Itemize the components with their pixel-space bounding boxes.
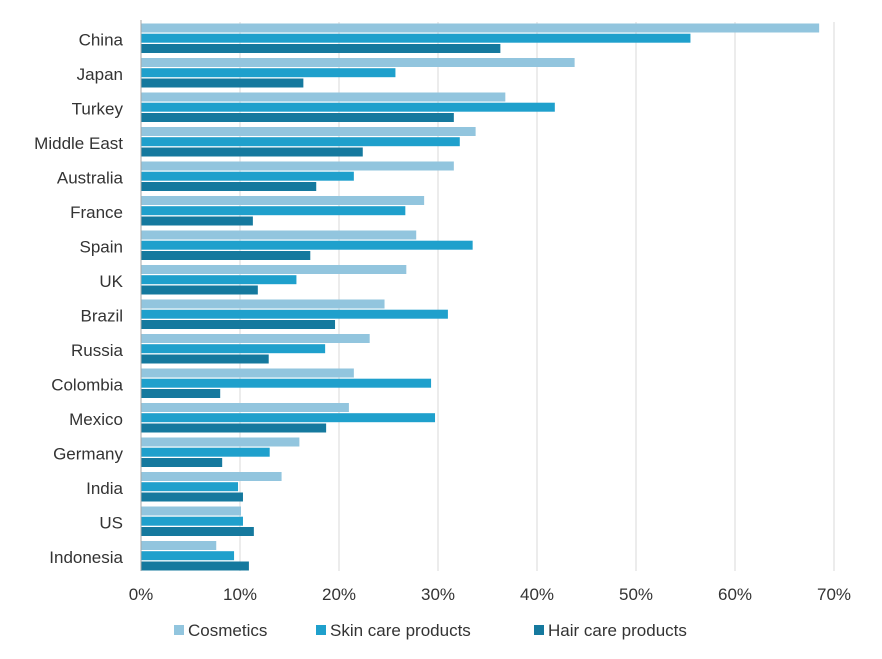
bar-australia-skin-care-products — [141, 171, 354, 181]
x-tick-label: 60% — [718, 585, 752, 604]
bar-germany-cosmetics — [141, 437, 300, 447]
bar-middle-east-cosmetics — [141, 127, 476, 136]
category-label: Colombia — [51, 375, 123, 394]
bar-china-hair-care-products — [141, 44, 501, 53]
bar-china-cosmetics — [141, 23, 820, 33]
legend-label: Cosmetics — [188, 621, 267, 640]
bar-france-cosmetics — [141, 196, 425, 205]
bar-japan-cosmetics — [141, 58, 575, 67]
category-label: France — [70, 203, 123, 222]
bar-germany-skin-care-products — [141, 447, 270, 457]
bar-japan-hair-care-products — [141, 78, 304, 88]
bar-colombia-skin-care-products — [141, 378, 432, 388]
bar-brazil-cosmetics — [141, 299, 385, 309]
category-label: Turkey — [72, 99, 124, 118]
bar-russia-hair-care-products — [141, 354, 269, 364]
bar-australia-cosmetics — [141, 161, 454, 171]
x-tick-label: 20% — [322, 585, 356, 604]
category-label: Brazil — [80, 306, 123, 325]
bar-uk-skin-care-products — [141, 275, 297, 285]
x-tick-label: 40% — [520, 585, 554, 604]
bar-france-hair-care-products — [141, 216, 253, 226]
legend-swatch-hair-care-products — [534, 625, 544, 635]
bar-middle-east-skin-care-products — [141, 137, 460, 147]
bar-turkey-cosmetics — [141, 92, 506, 102]
bar-mexico-cosmetics — [141, 403, 349, 412]
category-labels: China Japan Turkey Middle East Australia Fran… — [34, 30, 123, 567]
x-tick-label: 10% — [223, 585, 257, 604]
bar-uk-hair-care-products — [141, 285, 258, 295]
category-label: Germany — [53, 444, 123, 463]
x-tick-label: 30% — [421, 585, 455, 604]
x-tick-label: 0% — [129, 585, 154, 604]
category-label: India — [86, 479, 123, 498]
category-label: Australia — [57, 168, 124, 187]
bar-france-skin-care-products — [141, 206, 406, 216]
bar-turkey-skin-care-products — [141, 102, 555, 112]
category-label: Indonesia — [49, 548, 123, 567]
bar-india-hair-care-products — [141, 492, 243, 502]
bar-indonesia-skin-care-products — [141, 551, 235, 561]
legend-swatch-cosmetics — [174, 625, 184, 635]
category-label: UK — [99, 272, 123, 291]
bar-middle-east-hair-care-products — [141, 147, 363, 157]
category-label: China — [79, 30, 124, 49]
bar-brazil-skin-care-products — [141, 309, 448, 319]
bar-russia-skin-care-products — [141, 344, 326, 354]
bar-indonesia-cosmetics — [141, 541, 217, 550]
bar-mexico-skin-care-products — [141, 413, 436, 423]
bars — [141, 23, 820, 571]
category-label: Spain — [80, 237, 123, 256]
x-tick-label: 50% — [619, 585, 653, 604]
legend-label: Hair care products — [548, 621, 687, 640]
bar-russia-cosmetics — [141, 334, 370, 343]
legend: Cosmetics Skin care products Hair care pro… — [174, 621, 687, 640]
bar-uk-cosmetics — [141, 265, 407, 274]
bar-colombia-hair-care-products — [141, 389, 221, 398]
bar-brazil-hair-care-products — [141, 320, 336, 329]
category-label: Middle East — [34, 134, 123, 153]
legend-swatch-skin-care-products — [316, 625, 326, 635]
bar-india-skin-care-products — [141, 482, 239, 492]
bar-colombia-cosmetics — [141, 368, 354, 378]
bar-japan-skin-care-products — [141, 68, 396, 78]
x-tick-labels: 0% 10% 20% 30% 40% 50% 60% 70% — [129, 585, 851, 604]
category-label: Russia — [71, 341, 124, 360]
bar-spain-cosmetics — [141, 230, 417, 240]
bar-spain-hair-care-products — [141, 251, 311, 260]
bar-china-skin-care-products — [141, 33, 691, 43]
bar-india-cosmetics — [141, 472, 282, 481]
bar-us-hair-care-products — [141, 527, 254, 536]
bar-turkey-hair-care-products — [141, 113, 454, 122]
bar-mexico-hair-care-products — [141, 423, 327, 433]
bar-us-skin-care-products — [141, 516, 243, 526]
legend-label: Skin care products — [330, 621, 471, 640]
bar-germany-hair-care-products — [141, 458, 223, 467]
x-tick-label: 70% — [817, 585, 851, 604]
category-label: Japan — [77, 65, 123, 84]
bar-spain-skin-care-products — [141, 240, 473, 250]
bar-us-cosmetics — [141, 506, 241, 516]
category-label: Mexico — [69, 410, 123, 429]
bar-indonesia-hair-care-products — [141, 561, 249, 571]
category-label: US — [99, 513, 123, 532]
bar-australia-hair-care-products — [141, 182, 317, 191]
